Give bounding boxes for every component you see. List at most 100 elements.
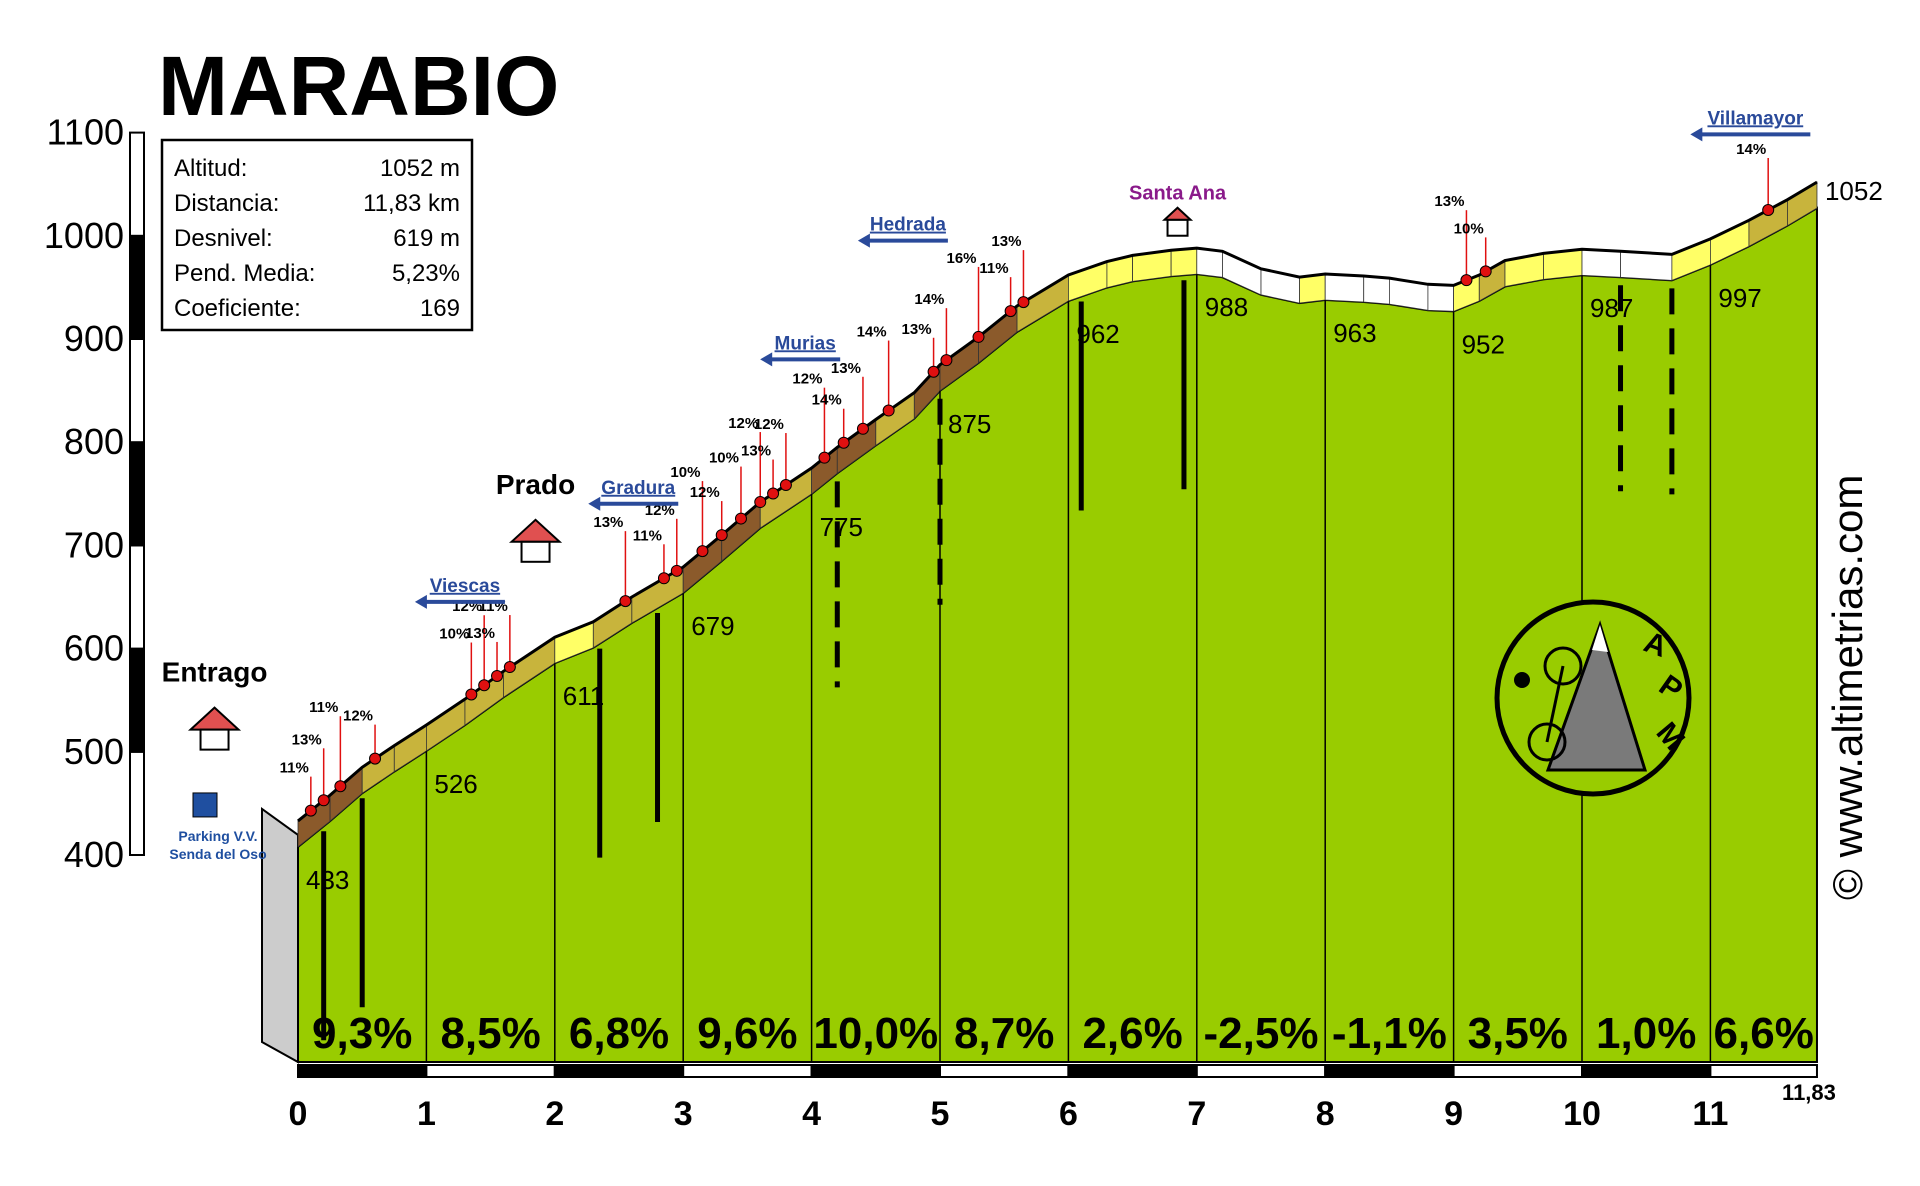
steep-marker bbox=[856, 422, 869, 435]
annotations: Entrago Prado Viescas Gradura Murias Hedrada V… bbox=[162, 108, 1811, 862]
segment-gradient-label: 9,6% bbox=[697, 1009, 797, 1058]
x-tick-label: 3 bbox=[674, 1095, 693, 1133]
y-tick-label: 1100 bbox=[47, 112, 124, 153]
steep-label: 13% bbox=[292, 731, 322, 748]
direction-sign-label: Murias bbox=[775, 333, 836, 354]
x-tick-label: 5 bbox=[931, 1095, 950, 1133]
house-body bbox=[199, 728, 230, 751]
segment-gradients: 9,3% 8,5% 6,8% 9,6% 10,0% 8,7% 2,6% -2,5% -1,1% 3… bbox=[312, 1009, 1814, 1058]
profile-band-segment bbox=[1299, 273, 1326, 304]
direction-arrowhead bbox=[1690, 127, 1703, 142]
steep-marker bbox=[369, 752, 382, 765]
info-label-pendiente: Pend. Media: bbox=[174, 260, 315, 287]
steep-label: 13% bbox=[465, 625, 495, 642]
km-ruler-block bbox=[1195, 1064, 1327, 1078]
info-label-desnivel: Desnivel: bbox=[174, 225, 273, 252]
y-scale-block bbox=[129, 441, 145, 547]
segment-gradient-label: 3,5% bbox=[1468, 1009, 1568, 1058]
steep-label: 14% bbox=[914, 291, 944, 308]
church-icon bbox=[1166, 218, 1189, 237]
church-roof bbox=[1161, 206, 1194, 221]
y-tick-label: 700 bbox=[64, 524, 124, 565]
km-ruler-block bbox=[425, 1064, 556, 1078]
y-scale-block bbox=[129, 131, 145, 237]
km-altitude-label: 988 bbox=[1205, 292, 1248, 322]
steep-label: 10% bbox=[1454, 220, 1484, 237]
km-altitude-label: 997 bbox=[1718, 283, 1761, 313]
x-tick-label: 9 bbox=[1444, 1095, 1463, 1133]
km-altitude-label: 526 bbox=[434, 769, 477, 799]
x-tick-label: 1 bbox=[417, 1095, 436, 1133]
steep-label: 13% bbox=[831, 360, 861, 377]
profile-side-wall bbox=[261, 806, 299, 1064]
y-axis: 400 500 600 700 800 900 1000 1100 bbox=[44, 112, 145, 875]
x-tick-label: 7 bbox=[1187, 1095, 1206, 1133]
bike-wheel-icon bbox=[1527, 722, 1567, 762]
steep-marker bbox=[882, 404, 895, 417]
steep-marker bbox=[1004, 305, 1017, 318]
parking-label-1: Parking V.V. bbox=[178, 828, 257, 844]
info-value-desnivel: 619 m bbox=[393, 225, 460, 252]
profile-band-segment bbox=[1324, 273, 1365, 303]
km-ruler-block bbox=[1581, 1064, 1712, 1078]
steep-marker bbox=[619, 595, 632, 608]
place-label: Entrago bbox=[162, 657, 268, 688]
steep-marker bbox=[837, 436, 850, 449]
steep-label: 13% bbox=[1434, 193, 1464, 210]
place-label: Prado bbox=[496, 469, 575, 500]
y-scale-block bbox=[129, 544, 145, 650]
km-ruler-block bbox=[810, 1064, 941, 1078]
km-lines bbox=[297, 264, 1712, 1062]
km-altitude-label: 952 bbox=[1462, 329, 1505, 359]
chart-title: MARABIO bbox=[158, 39, 559, 133]
steep-marker bbox=[503, 661, 516, 674]
steep-marker bbox=[734, 512, 747, 525]
segment-gradient-label: 6,8% bbox=[569, 1009, 669, 1058]
y-scale-block bbox=[129, 750, 145, 856]
house-icon bbox=[508, 518, 563, 543]
x-tick-label: 8 bbox=[1316, 1095, 1335, 1133]
steep-label: 11% bbox=[633, 527, 662, 544]
segment-gradient-label: 1,0% bbox=[1596, 1009, 1696, 1058]
info-value-pendiente: 5,23% bbox=[392, 260, 460, 287]
church-label: Santa Ana bbox=[1129, 183, 1227, 205]
steep-label: 10% bbox=[439, 626, 469, 643]
steep-label: 12% bbox=[754, 416, 784, 433]
apm-logo: A P M bbox=[1494, 599, 1692, 797]
steep-label: 14% bbox=[857, 324, 887, 341]
steep-marker bbox=[491, 669, 504, 682]
steep-marker bbox=[334, 780, 347, 793]
km-ruler-block bbox=[939, 1064, 1070, 1078]
end-altitude-label: 1052 bbox=[1825, 176, 1883, 206]
profile-band-segment bbox=[1620, 250, 1673, 281]
steep-marker bbox=[767, 487, 780, 500]
km-altitude-label: 775 bbox=[820, 512, 863, 542]
y-tick-label: 500 bbox=[64, 731, 124, 772]
steep-label: 12% bbox=[645, 502, 675, 519]
profile-top-line bbox=[297, 180, 1818, 823]
km-ruler-block bbox=[1709, 1064, 1818, 1078]
y-tick-label: 600 bbox=[64, 628, 124, 669]
x-axis: 0 1 2 3 4 5 6 7 8 9 10 11 11,83 bbox=[289, 1080, 1836, 1133]
steep-label: 13% bbox=[991, 233, 1021, 250]
steep-marker bbox=[1017, 296, 1030, 309]
direction-arrowhead bbox=[760, 352, 773, 367]
y-scale-block bbox=[129, 234, 145, 340]
steep-label: 12% bbox=[343, 708, 373, 725]
steep-marker bbox=[657, 572, 670, 585]
steep-marker bbox=[754, 496, 767, 509]
parking-icon bbox=[192, 792, 218, 818]
side-wall bbox=[261, 806, 299, 1064]
steep-marker bbox=[940, 354, 953, 367]
segment-gradient-label: 2,6% bbox=[1082, 1009, 1182, 1058]
info-value-coeficiente: 169 bbox=[420, 295, 460, 322]
segment-gradient-label: -2,5% bbox=[1204, 1009, 1319, 1058]
steep-markers: 11%13%11% 12%10%12%13%11%13%11%12%10%12%1… bbox=[280, 141, 1775, 817]
y-tick-label: 900 bbox=[64, 318, 124, 359]
y-scale-block bbox=[129, 338, 145, 444]
steep-marker bbox=[779, 479, 792, 492]
direction-sign-label: Viescas bbox=[430, 576, 500, 597]
copyright-text: © www.altimetrias.com bbox=[1824, 475, 1871, 900]
y-scale-block bbox=[129, 647, 145, 753]
steep-marker bbox=[1460, 274, 1473, 287]
